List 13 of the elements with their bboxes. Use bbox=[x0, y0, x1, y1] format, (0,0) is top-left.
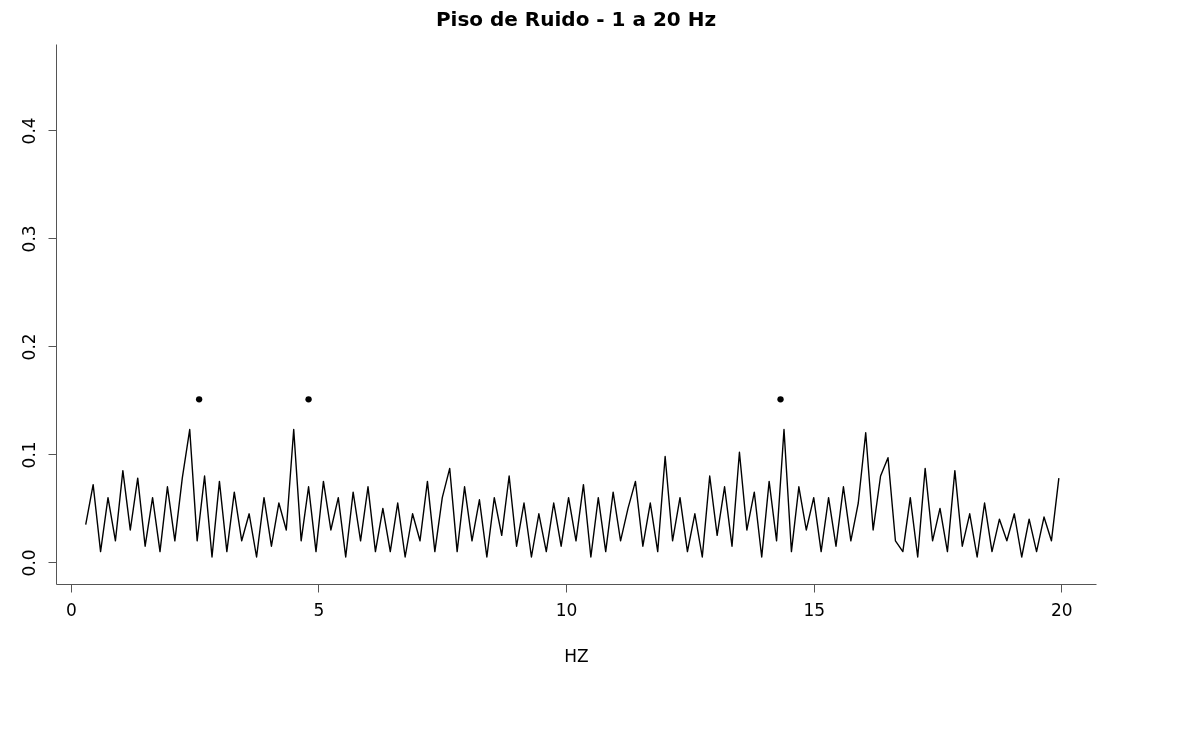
x-tick-label: 15 bbox=[803, 599, 826, 620]
x-tick-label: 0 bbox=[65, 599, 77, 620]
line-series bbox=[85, 428, 1060, 558]
y-tick-label: 0.0 bbox=[18, 549, 39, 577]
y-tick-label: 0.2 bbox=[18, 333, 39, 361]
x-tick-label: 10 bbox=[555, 599, 578, 620]
y-tick-label: 0.4 bbox=[18, 117, 39, 145]
x-axis-title: HZ bbox=[564, 645, 589, 666]
chart-title: Piso de Ruido - 1 a 20 Hz bbox=[435, 7, 717, 31]
y-tick-label: 0.1 bbox=[18, 441, 39, 469]
x-tick-label: 5 bbox=[313, 599, 325, 620]
y-tick-label: 0.3 bbox=[18, 225, 39, 253]
x-tick-label: 20 bbox=[1051, 599, 1073, 620]
